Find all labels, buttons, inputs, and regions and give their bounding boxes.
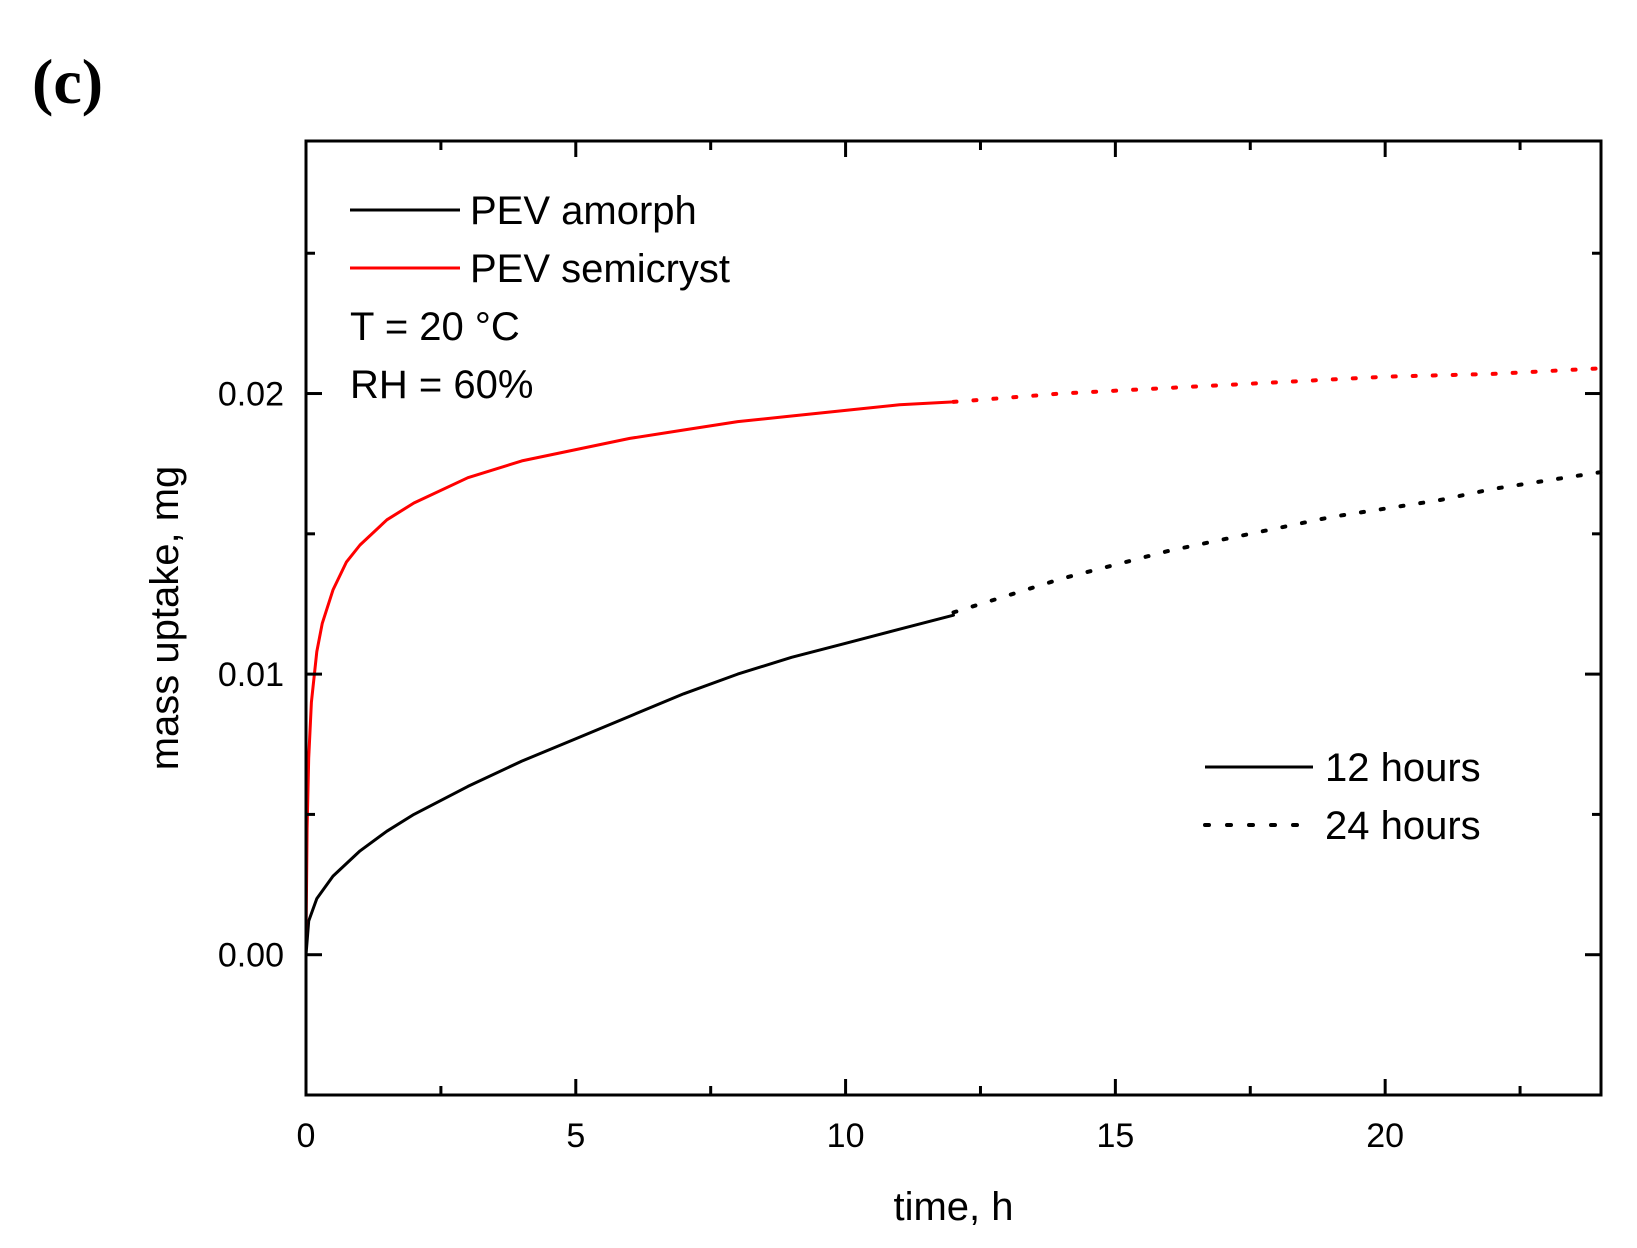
y-tick-label-0-01: 0.01: [218, 656, 284, 694]
plot-area: 0 5 10 15 20 0.00 0.01 0.02: [218, 139, 1603, 1155]
series-pev-semicryst-solid-line: [304, 400, 955, 943]
series-layer: [304, 366, 1603, 957]
legend-label-12-hours: 12 hours: [1325, 746, 1481, 790]
ticks-layer: 0 5 10 15 20 0.00 0.01 0.02: [218, 141, 1601, 1155]
annotation-humidity: RH = 60%: [350, 363, 533, 407]
series-pev-amorph-dotted-line: [951, 470, 1603, 615]
y-axis-title: mass uptake, mg: [143, 466, 187, 771]
annotation-temperature: T = 20 °C: [350, 305, 520, 349]
legend-label-pev-amorph: PEV amorph: [470, 189, 697, 233]
style-legend: 12 hours 24 hours: [1203, 746, 1481, 848]
x-tick-label-15: 15: [1096, 1117, 1134, 1155]
legend-label-pev-semicryst: PEV semicryst: [470, 247, 730, 291]
y-tick-label-0: 0.00: [218, 937, 284, 975]
series-pev-semicryst-dotted-line: [951, 366, 1603, 404]
plot-frame: [304, 139, 1603, 1097]
y-tick-label-0-02: 0.02: [218, 376, 284, 414]
x-axis-title: time, h: [893, 1185, 1013, 1229]
x-tick-label-5: 5: [566, 1117, 585, 1155]
x-tick-label-10: 10: [827, 1117, 865, 1155]
series-legend: PEV amorph PEV semicryst T = 20 °C RH = …: [350, 189, 730, 407]
legend-label-24-hours: 24 hours: [1325, 804, 1481, 848]
series-pev-amorph-solid-line: [304, 613, 955, 957]
panel-label: (c): [32, 46, 103, 117]
x-tick-label-0: 0: [297, 1117, 316, 1155]
x-tick-label-20: 20: [1366, 1117, 1404, 1155]
